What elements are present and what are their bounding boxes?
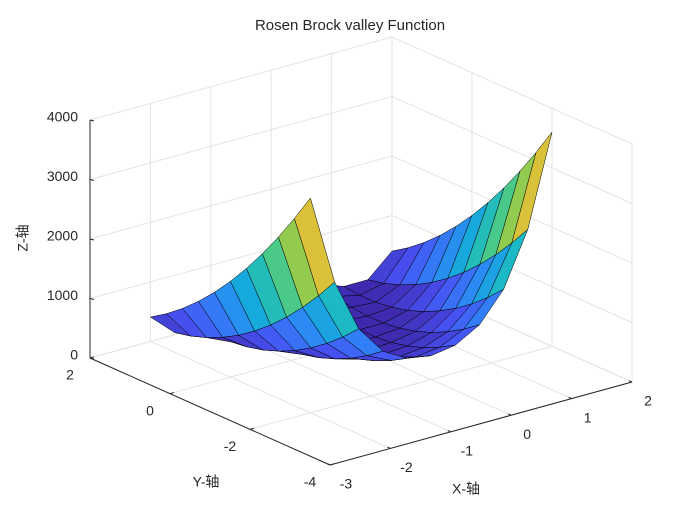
axes: -3 -2 -1 0 1 2 -4 -2 0 2 0 1000 2000 3000 4000 xyxy=(47,109,652,492)
x-tick xyxy=(568,396,572,400)
y-tick xyxy=(329,463,335,466)
x-tick xyxy=(508,413,512,416)
y-tick xyxy=(169,392,175,395)
z-axis-label: Z-轴 xyxy=(15,224,31,251)
y-tick-label: -4 xyxy=(304,474,317,490)
z-tick xyxy=(89,179,95,181)
grid-line xyxy=(89,155,633,264)
surface-patch xyxy=(294,197,335,296)
y-tick-label: -2 xyxy=(224,438,237,454)
z-tick-label: 0 xyxy=(70,347,78,363)
x-tick-label: -2 xyxy=(400,459,413,475)
y-tick-label: 2 xyxy=(66,367,74,383)
grid-line xyxy=(89,95,633,204)
grid-line xyxy=(89,36,633,145)
chart-title: Rosen Brock valley Function xyxy=(255,17,445,34)
z-tick-label: 3000 xyxy=(47,168,78,184)
y-axis-label: Y-轴 xyxy=(193,474,220,490)
x-tick-label: -3 xyxy=(340,476,353,492)
z-tick xyxy=(89,357,95,360)
y-axis xyxy=(89,357,331,466)
y-tick-label: 0 xyxy=(146,402,154,418)
x-tick xyxy=(326,463,331,466)
x-tick-label: 1 xyxy=(584,409,592,425)
x-tick-label: 2 xyxy=(644,393,652,409)
z-tick-label: 1000 xyxy=(47,287,78,303)
z-tick-label: 4000 xyxy=(47,109,78,125)
x-tick-label: 0 xyxy=(523,426,531,442)
z-tick-label: 2000 xyxy=(47,228,78,244)
y-tick xyxy=(249,427,255,430)
surface xyxy=(150,131,553,362)
grid-line xyxy=(89,214,633,323)
x-axis-label: X-轴 xyxy=(452,481,480,497)
x-tick xyxy=(447,430,451,433)
x-tick-label: -1 xyxy=(461,443,474,459)
z-tick xyxy=(89,298,95,300)
x-axis xyxy=(329,381,633,466)
x-tick xyxy=(628,380,633,383)
x-tick xyxy=(387,446,391,449)
z-tick xyxy=(89,238,95,241)
surface-patch xyxy=(511,131,553,244)
z-tick xyxy=(89,119,95,122)
